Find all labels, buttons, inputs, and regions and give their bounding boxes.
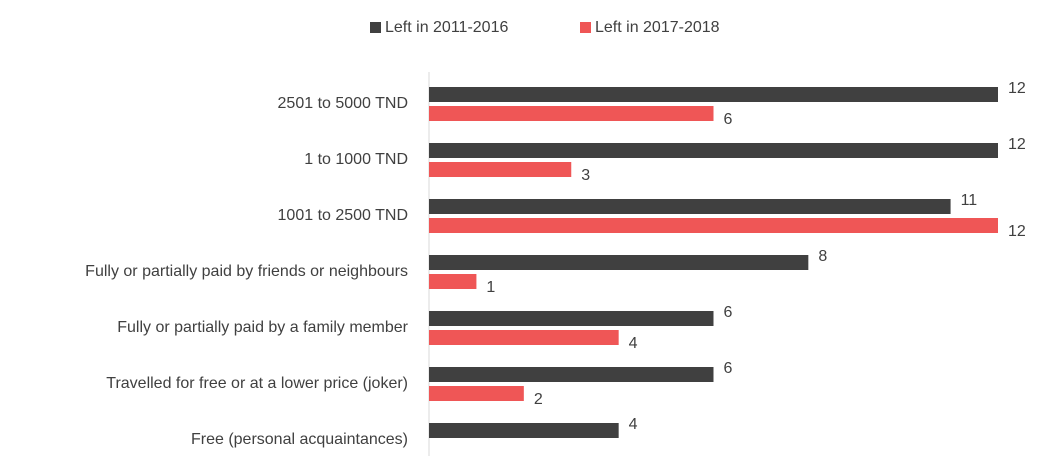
y-tick-label: Fully or partially paid by friends or ne… — [85, 263, 408, 280]
bar — [429, 330, 619, 345]
bar — [429, 162, 572, 177]
legend-swatch — [580, 22, 591, 33]
data-label: 6 — [724, 360, 733, 377]
y-tick-label: Travelled for free or at a lower price (… — [106, 375, 408, 392]
y-tick-label: Free (personal acquaintances) — [191, 431, 408, 448]
data-label: 11 — [961, 192, 978, 209]
y-tick-label: 2501 to 5000 TND — [278, 95, 408, 112]
bar — [429, 274, 477, 289]
data-label: 6 — [724, 304, 733, 321]
bar — [429, 143, 998, 158]
data-label: 12 — [1008, 223, 1026, 240]
bar — [429, 199, 951, 214]
bar — [429, 311, 714, 326]
y-tick-label: 1 to 1000 TND — [304, 151, 408, 168]
bar — [429, 386, 524, 401]
bar — [429, 255, 809, 270]
data-label: 8 — [818, 248, 827, 265]
bar — [429, 423, 619, 438]
data-label: 1 — [486, 279, 495, 296]
bar — [429, 218, 998, 233]
bar — [429, 87, 998, 102]
legend-label: Left in 2011-2016 — [385, 19, 508, 36]
data-label: 6 — [724, 111, 733, 128]
y-tick-label: Fully or partially paid by a family memb… — [117, 319, 408, 336]
legend-swatch — [370, 22, 381, 33]
bar — [429, 367, 714, 382]
data-label: 3 — [581, 167, 590, 184]
bar — [429, 106, 714, 121]
data-label: 4 — [629, 416, 638, 433]
data-label: 2 — [534, 391, 543, 408]
data-label: 12 — [1008, 136, 1026, 153]
y-tick-label: 1001 to 2500 TND — [278, 207, 408, 224]
data-label: 12 — [1008, 80, 1026, 97]
legend-label: Left in 2017-2018 — [595, 19, 720, 36]
data-label: 4 — [629, 335, 638, 352]
